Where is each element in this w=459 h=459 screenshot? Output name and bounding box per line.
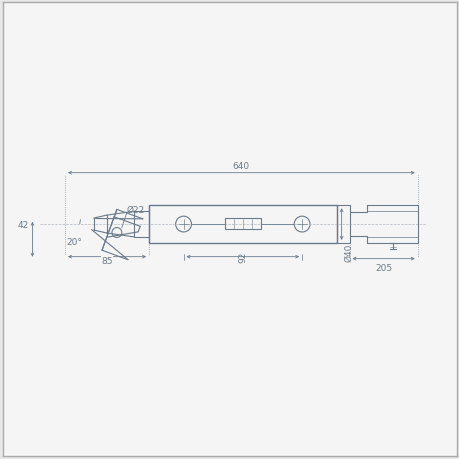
Text: 205: 205	[374, 263, 392, 272]
Text: 42: 42	[17, 220, 28, 229]
Bar	[134, 212, 149, 237]
Text: 85: 85	[101, 257, 112, 266]
Text: 640: 640	[232, 162, 249, 170]
Text: Ø22: Ø22	[127, 206, 145, 215]
Bar	[149, 206, 336, 243]
Text: Ø40: Ø40	[344, 243, 353, 261]
Bar	[336, 206, 349, 243]
Text: 20°: 20°	[66, 238, 82, 247]
Bar	[224, 218, 260, 230]
Text: 92: 92	[238, 252, 247, 263]
